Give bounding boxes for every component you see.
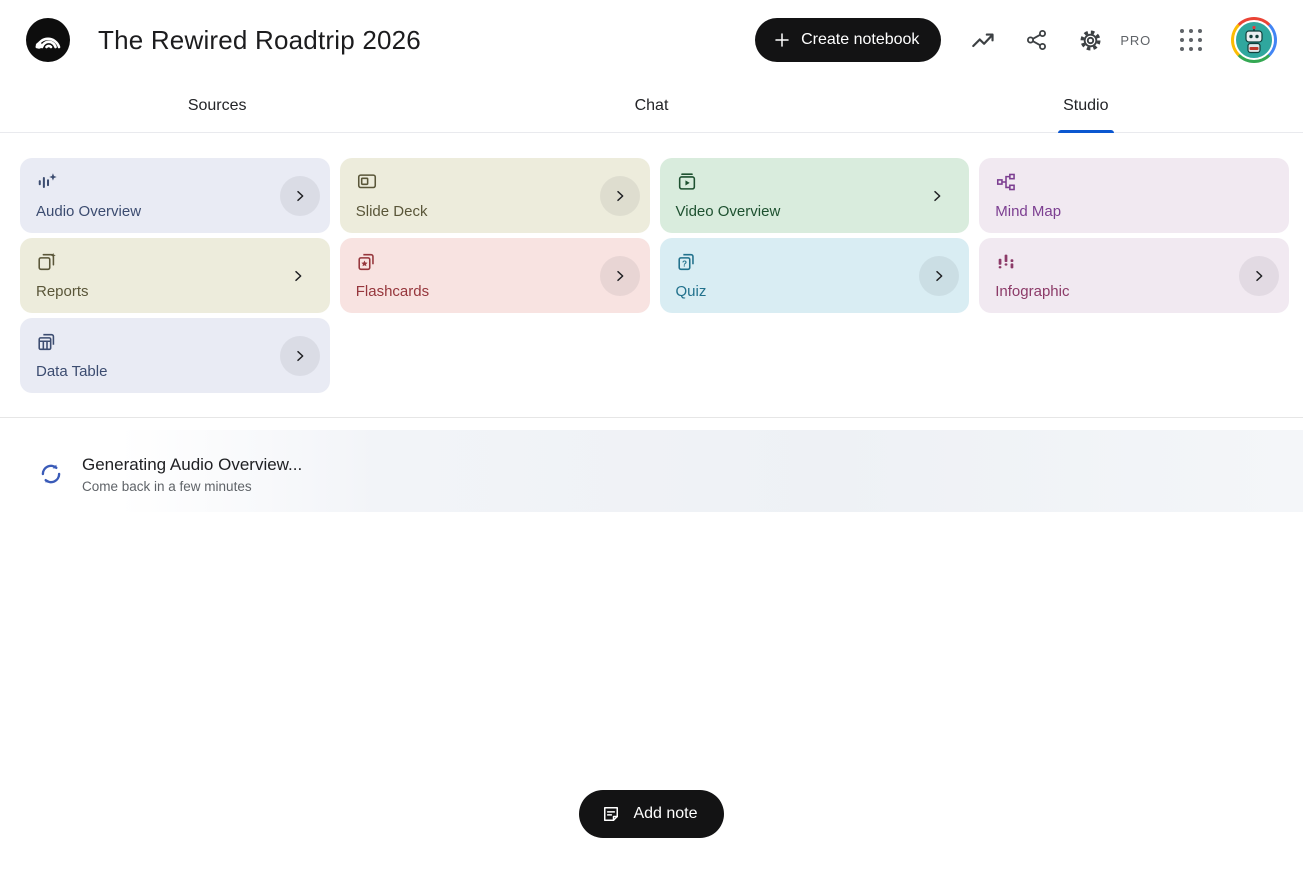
audio-overview-chevron-button[interactable] xyxy=(279,175,320,216)
card-infographic[interactable]: Infographic xyxy=(979,238,1289,313)
tab-studio-label: Studio xyxy=(1063,97,1109,114)
active-tab-underline xyxy=(1057,130,1114,133)
generating-title: Generating Audio Overview... xyxy=(82,454,303,474)
card-label: Slide Deck xyxy=(355,203,428,220)
note-icon xyxy=(601,804,621,824)
bar-chart-icon xyxy=(995,251,1273,278)
card-label: Infographic xyxy=(995,283,1070,300)
card-audio-overview[interactable]: Audio Overview xyxy=(20,158,330,233)
flashcards-chevron-button[interactable] xyxy=(599,255,640,296)
tab-sources[interactable]: Sources xyxy=(0,80,434,132)
reports-sparkle-icon xyxy=(36,251,314,278)
loading-shimmer xyxy=(120,430,1303,512)
tab-chat-label: Chat xyxy=(634,97,669,114)
avatar[interactable] xyxy=(1231,17,1277,63)
svg-text:?: ? xyxy=(681,260,686,269)
apps-grid-icon[interactable] xyxy=(1180,29,1202,51)
card-label: Audio Overview xyxy=(36,203,142,220)
tab-bar: Sources Chat Studio xyxy=(0,80,1303,133)
notebooklm-logo[interactable] xyxy=(26,18,70,62)
card-flashcards[interactable]: Flashcards xyxy=(339,238,650,313)
create-notebook-button[interactable]: Create notebook xyxy=(755,18,942,62)
card-label: Data Table xyxy=(36,363,108,380)
data-table-chevron-button[interactable] xyxy=(279,335,320,376)
plus-icon xyxy=(773,31,791,49)
infographic-chevron-button[interactable] xyxy=(1239,255,1279,296)
studio-card-grid: Audio Overview Slide Deck Video Overview xyxy=(20,158,1289,393)
reports-chevron-button[interactable] xyxy=(286,264,310,288)
sync-icon xyxy=(38,461,64,487)
notebook-title[interactable]: The Rewired Roadtrip 2026 xyxy=(98,24,421,55)
generating-status-row: Generating Audio Overview... Come back i… xyxy=(0,430,1303,518)
add-note-container: Add note xyxy=(0,790,1303,838)
quiz-cards-icon: ? xyxy=(676,251,954,278)
card-label: Quiz xyxy=(675,283,707,300)
avatar-robot-image xyxy=(1234,20,1274,60)
card-mind-map[interactable]: Mind Map xyxy=(979,158,1289,233)
video-overview-chevron-button[interactable] xyxy=(925,184,949,208)
audio-waveform-sparkle-icon xyxy=(36,171,314,198)
pro-badge: PRO xyxy=(1120,32,1151,48)
flashcards-star-icon xyxy=(356,251,634,278)
section-divider xyxy=(0,417,1303,418)
create-notebook-label: Create notebook xyxy=(801,31,920,48)
card-label: Reports xyxy=(36,283,89,300)
add-note-label: Add note xyxy=(633,805,698,822)
card-label: Flashcards xyxy=(355,283,430,300)
share-icon[interactable] xyxy=(1025,28,1049,52)
quiz-chevron-button[interactable] xyxy=(919,255,960,296)
slide-frame-icon xyxy=(356,171,634,198)
tab-chat[interactable]: Chat xyxy=(434,80,868,132)
add-note-button[interactable]: Add note xyxy=(579,790,724,838)
analytics-icon[interactable] xyxy=(970,27,996,53)
card-slide-deck[interactable]: Slide Deck xyxy=(339,158,650,233)
header-actions: Create notebook PRO xyxy=(755,17,1277,63)
generating-subtitle: Come back in a few minutes xyxy=(82,478,252,494)
card-video-overview[interactable]: Video Overview xyxy=(659,158,970,233)
card-reports[interactable]: Reports xyxy=(20,238,330,313)
card-data-table[interactable]: Data Table xyxy=(20,318,330,393)
card-label: Mind Map xyxy=(995,203,1062,220)
data-table-icon xyxy=(36,331,314,358)
header: The Rewired Roadtrip 2026 Create noteboo… xyxy=(0,0,1303,80)
settings-gear-icon[interactable] xyxy=(1078,28,1103,53)
tab-studio[interactable]: Studio xyxy=(869,80,1303,133)
card-quiz[interactable]: ? Quiz xyxy=(659,238,970,313)
video-library-icon xyxy=(676,171,954,198)
mind-map-icon xyxy=(995,171,1273,198)
slide-deck-chevron-button[interactable] xyxy=(599,175,640,216)
card-label: Video Overview xyxy=(675,203,781,220)
tab-sources-label: Sources xyxy=(187,97,247,114)
